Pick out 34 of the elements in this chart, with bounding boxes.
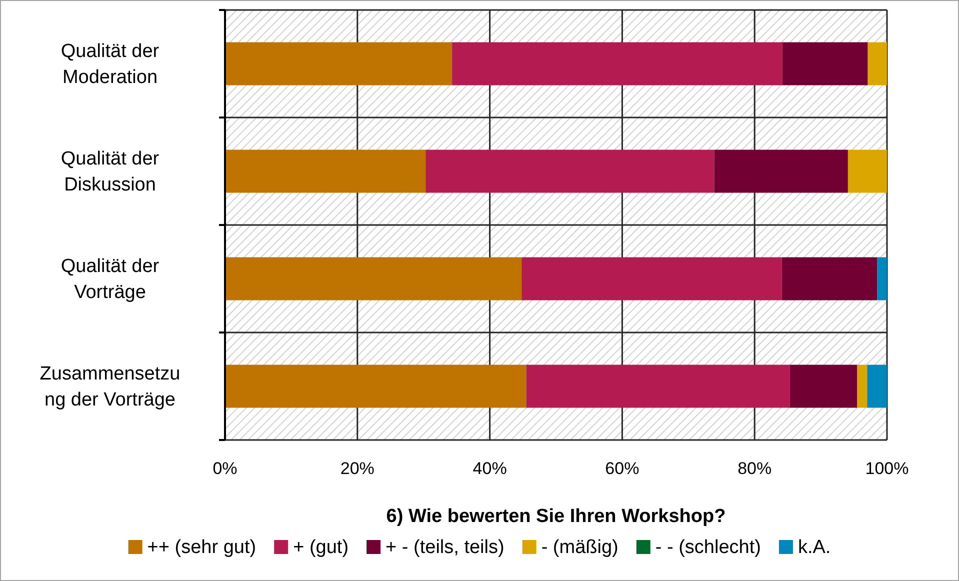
- y-tick-label: Zusammensetzu ng der Vorträge: [40, 363, 180, 410]
- bar: [868, 42, 887, 86]
- legend-label: k.A.: [798, 537, 831, 558]
- bar: [526, 364, 790, 408]
- y-tick-label: Qualität der Diskussion: [60, 148, 160, 196]
- y-tick-label: Qualität der Moderation: [60, 40, 160, 88]
- x-tick-label: 60%: [605, 459, 640, 478]
- x-tick-label: 80%: [738, 459, 772, 478]
- x-tick-label: 40%: [472, 459, 507, 478]
- bar: [225, 42, 452, 86]
- legend-label: - - (schlecht): [655, 537, 761, 558]
- bar: [225, 257, 522, 300]
- bar: [867, 364, 887, 408]
- bar: [714, 150, 848, 193]
- y-tick-label: Qualität der Vorträge: [60, 256, 160, 303]
- bar: [790, 364, 858, 408]
- bar: [877, 257, 887, 300]
- x-tick-label: 100%: [865, 459, 909, 478]
- bar: [426, 150, 714, 193]
- x-tick-label: 0%: [212, 459, 238, 478]
- bar: [225, 364, 526, 408]
- bar: [782, 42, 868, 86]
- x-tick-label: 20%: [340, 459, 374, 478]
- bar: [225, 150, 426, 193]
- legend-label: + (gut): [293, 537, 349, 558]
- bar: [782, 257, 878, 300]
- bar: [848, 150, 887, 193]
- bar: [452, 42, 782, 86]
- bar: [857, 364, 868, 408]
- legend-label: ++ (sehr gut): [147, 537, 256, 558]
- legend-label: + - (teils, teils): [386, 537, 504, 558]
- bar: [522, 257, 782, 300]
- x-axis-title: 6) Wie bewerten Sie Ihren Workshop?: [386, 506, 726, 527]
- legend-label: - (mäßig): [541, 537, 618, 558]
